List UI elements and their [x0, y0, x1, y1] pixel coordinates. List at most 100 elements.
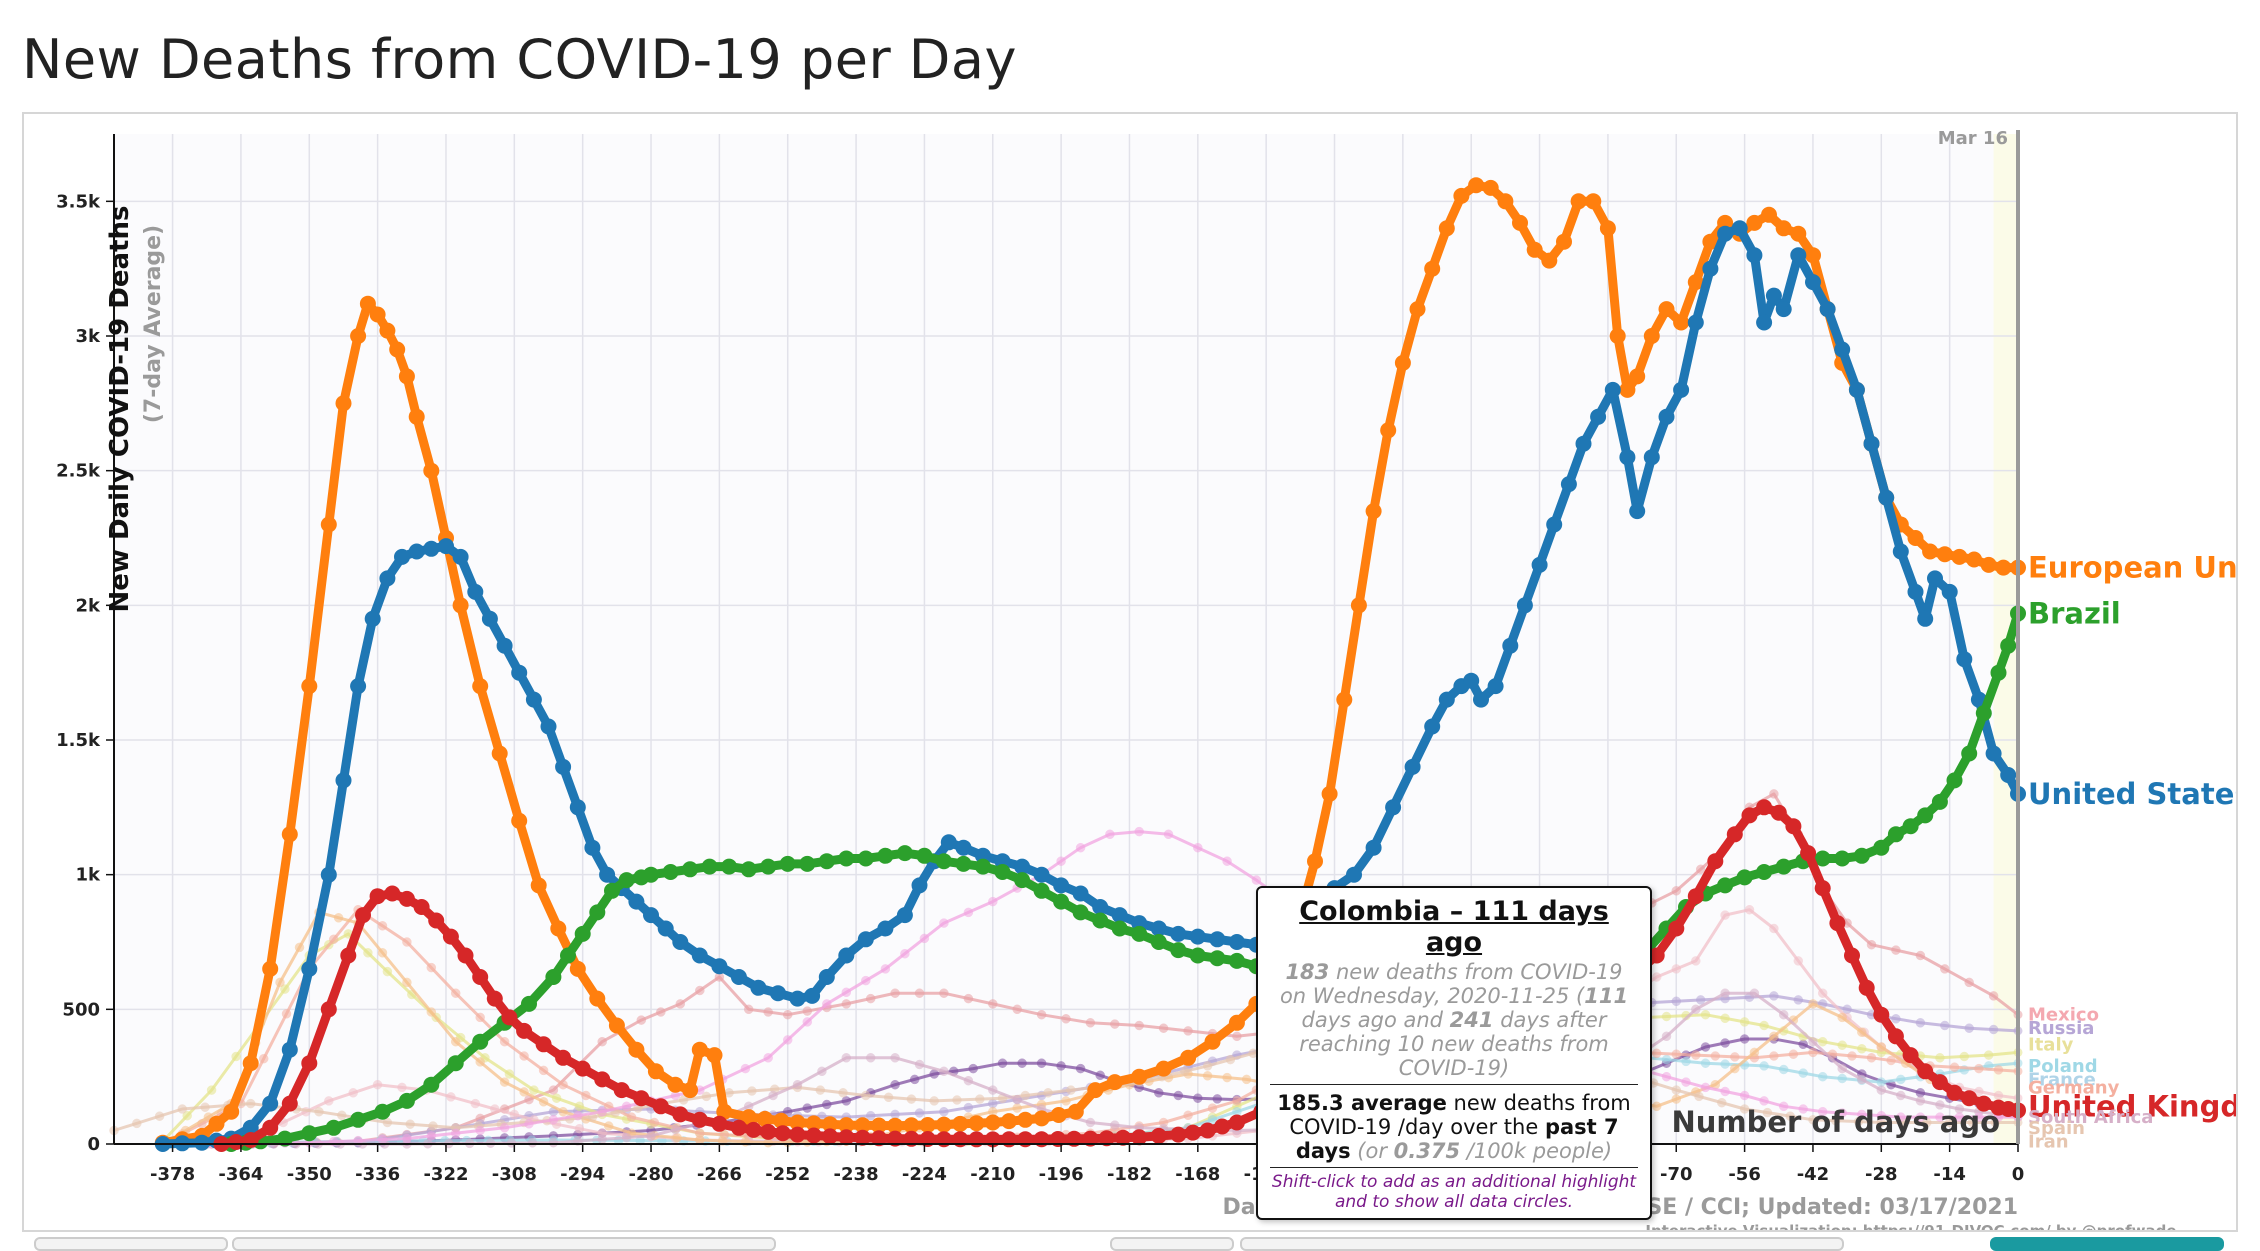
- series-point-brazil[interactable]: [1111, 920, 1128, 937]
- series-point-brazil[interactable]: [1834, 850, 1851, 867]
- series-point-european-union[interactable]: [1067, 1103, 1084, 1120]
- series-point-european-union[interactable]: [350, 328, 367, 344]
- series-point-united-kingdom[interactable]: [903, 1130, 920, 1147]
- series-point-united-kingdom[interactable]: [1946, 1084, 1963, 1101]
- series-point-united-states[interactable]: [1463, 672, 1480, 689]
- series-point-united-states[interactable]: [1985, 745, 2002, 762]
- series-point-united-states[interactable]: [857, 931, 874, 948]
- series-point-european-union[interactable]: [1966, 551, 1983, 568]
- series-point-united-kingdom[interactable]: [1082, 1130, 1099, 1147]
- series-point-united-states[interactable]: [496, 637, 513, 654]
- series-point-european-union[interactable]: [1619, 381, 1636, 398]
- series-point-brazil[interactable]: [643, 866, 659, 883]
- series-label-italy[interactable]: Italy: [2028, 1034, 2074, 1055]
- series-point-european-union[interactable]: [1673, 314, 1690, 331]
- series-point-united-states[interactable]: [750, 979, 767, 996]
- series-point-united-kingdom[interactable]: [1844, 947, 1860, 964]
- series-point-united-states[interactable]: [1014, 858, 1031, 875]
- series-point-united-kingdom[interactable]: [633, 1090, 650, 1107]
- series-point-european-union[interactable]: [887, 1117, 904, 1134]
- series-point-united-kingdom[interactable]: [355, 907, 371, 924]
- series-point-united-states[interactable]: [911, 877, 928, 894]
- series-point-brazil[interactable]: [423, 1076, 440, 1093]
- series-point-united-states[interactable]: [452, 548, 469, 565]
- series-point-european-union[interactable]: [1995, 559, 2012, 576]
- series-point-united-states[interactable]: [481, 610, 498, 627]
- series-point-brazil[interactable]: [701, 858, 718, 875]
- series-point-united-kingdom[interactable]: [1150, 1127, 1167, 1144]
- series-point-united-states[interactable]: [1917, 610, 1934, 627]
- series-point-european-union[interactable]: [1629, 368, 1646, 385]
- series-point-european-union[interactable]: [854, 1117, 871, 1134]
- series-point-united-kingdom[interactable]: [1756, 799, 1773, 816]
- series-point-united-kingdom[interactable]: [428, 912, 445, 929]
- series-point-european-union[interactable]: [569, 960, 586, 977]
- series-point-united-states[interactable]: [2000, 767, 2017, 783]
- series-point-united-states[interactable]: [1834, 341, 1851, 358]
- bottom-tab[interactable]: [232, 1237, 776, 1251]
- series-point-brazil[interactable]: [896, 845, 913, 862]
- series-point-european-union[interactable]: [550, 920, 567, 937]
- series-point-united-states[interactable]: [1424, 718, 1441, 735]
- series-point-european-union[interactable]: [1087, 1082, 1104, 1099]
- series-point-european-union[interactable]: [608, 1017, 625, 1034]
- series-point-european-union[interactable]: [628, 1041, 645, 1058]
- series-point-brazil[interactable]: [374, 1103, 391, 1120]
- series-point-brazil[interactable]: [560, 947, 576, 964]
- series-point-european-union[interactable]: [1204, 1033, 1221, 1050]
- series-point-united-states[interactable]: [691, 947, 708, 964]
- series-point-european-union[interactable]: [1001, 1113, 1017, 1130]
- series-point-united-states[interactable]: [408, 543, 425, 560]
- chart-frame[interactable]: -378 -364 -350 -336 -322 -308 -294 -280 -266 -252…: [22, 112, 2238, 1232]
- series-point-united-states[interactable]: [1790, 247, 1807, 264]
- series-point-united-kingdom[interactable]: [1858, 979, 1875, 996]
- series-point-european-union[interactable]: [1761, 206, 1777, 223]
- series-point-brazil[interactable]: [779, 855, 796, 872]
- series-point-united-kingdom[interactable]: [1975, 1095, 1992, 1112]
- series-point-united-states[interactable]: [1385, 799, 1402, 816]
- series-point-european-union[interactable]: [281, 826, 298, 843]
- series-point-united-states[interactable]: [350, 678, 367, 695]
- series-point-united-states[interactable]: [1878, 489, 1895, 506]
- series-point-european-union[interactable]: [398, 368, 415, 385]
- series-point-european-union[interactable]: [1922, 543, 1939, 560]
- series-point-united-kingdom[interactable]: [870, 1130, 887, 1147]
- series-point-european-union[interactable]: [379, 322, 396, 339]
- series-point-european-union[interactable]: [1307, 853, 1323, 870]
- series-point-united-kingdom[interactable]: [301, 1055, 318, 1072]
- series-point-united-states[interactable]: [877, 920, 894, 937]
- series-point-united-states[interactable]: [540, 718, 557, 735]
- series-point-united-kingdom[interactable]: [1170, 1126, 1187, 1143]
- series-point-united-kingdom[interactable]: [1917, 1063, 1934, 1080]
- series-point-european-union[interactable]: [870, 1117, 887, 1134]
- series-point-european-union[interactable]: [262, 960, 279, 977]
- series-point-united-states[interactable]: [1438, 691, 1455, 708]
- series-point-united-kingdom[interactable]: [486, 990, 503, 1007]
- series-point-brazil[interactable]: [1736, 869, 1753, 886]
- series-point-brazil[interactable]: [877, 847, 894, 864]
- series-point-brazil[interactable]: [916, 847, 933, 864]
- series-point-brazil[interactable]: [521, 995, 537, 1012]
- series-point-united-states[interactable]: [1643, 449, 1660, 466]
- series-point-united-kingdom[interactable]: [228, 1134, 245, 1150]
- series-point-united-states[interactable]: [1848, 381, 1865, 398]
- series-point-european-union[interactable]: [919, 1117, 936, 1133]
- series-point-united-states[interactable]: [730, 969, 747, 985]
- series-point-brazil[interactable]: [1961, 745, 1978, 762]
- series-point-european-union[interactable]: [682, 1082, 699, 1099]
- series-point-european-union[interactable]: [1106, 1074, 1123, 1091]
- series-point-united-states[interactable]: [1717, 225, 1734, 242]
- series-label-iran[interactable]: Iran: [2028, 1131, 2069, 1152]
- series-point-european-union[interactable]: [320, 516, 337, 533]
- series-point-european-union[interactable]: [389, 341, 406, 358]
- bottom-tab[interactable]: [34, 1237, 228, 1251]
- series-point-brazil[interactable]: [276, 1130, 293, 1147]
- series-point-united-states[interactable]: [789, 990, 806, 1007]
- series-point-brazil[interactable]: [1053, 893, 1070, 910]
- series-point-brazil[interactable]: [1775, 858, 1792, 875]
- series-point-brazil[interactable]: [1092, 912, 1109, 929]
- series-point-european-union[interactable]: [838, 1117, 855, 1134]
- series-point-brazil[interactable]: [935, 853, 952, 870]
- series-point-united-states[interactable]: [423, 540, 440, 557]
- series-point-united-states[interactable]: [711, 958, 728, 975]
